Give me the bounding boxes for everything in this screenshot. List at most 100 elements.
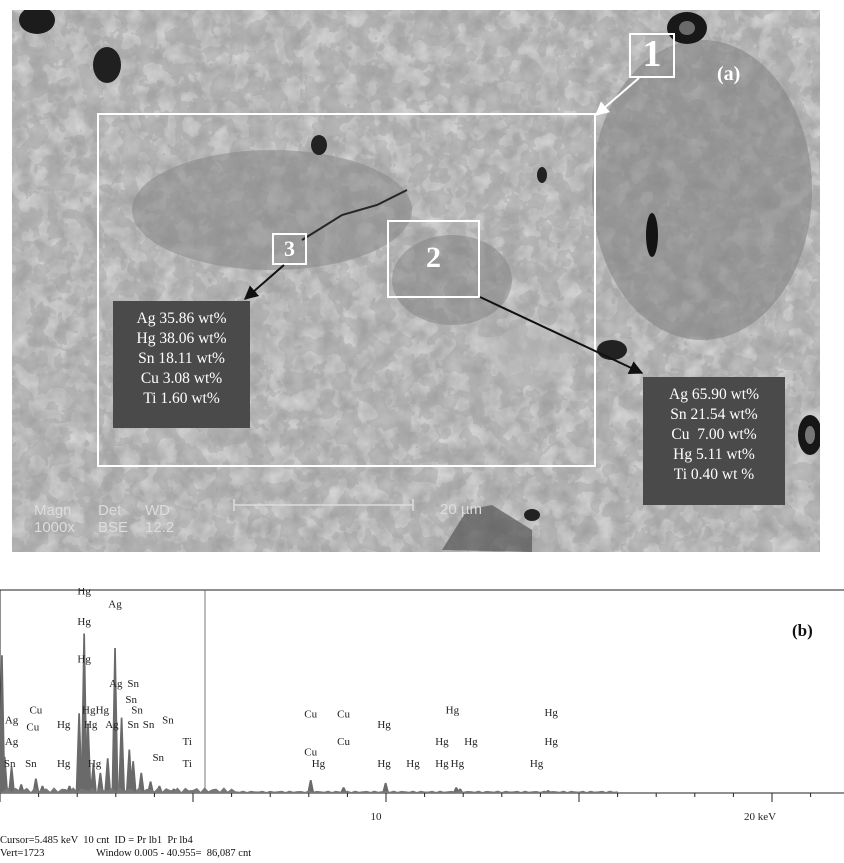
peak-label: Hg <box>544 736 558 748</box>
pore <box>679 21 695 35</box>
peak-label: Sn <box>127 678 139 690</box>
peak-label: Ag <box>108 598 122 610</box>
composition-line: Ag 35.86 wt% <box>136 310 227 327</box>
pore <box>805 426 815 444</box>
wd-label: WD <box>145 502 170 519</box>
peak-label: Hg <box>57 758 71 770</box>
scale-bar <box>233 499 414 511</box>
sem-micrograph: 1 2 3 (a) Ag 35.86 wt% Hg 38.06 wt% Sn 1… <box>12 10 820 552</box>
peak-label: Hg <box>84 719 98 731</box>
composition-box-region-3: Ag 35.86 wt% Hg 38.06 wt% Sn 18.11 wt% C… <box>113 301 250 428</box>
composition-line: Cu 7.00 wt% <box>671 426 757 443</box>
peak-label: Sn <box>131 704 143 716</box>
spectrum-peak <box>75 713 83 793</box>
magn-value: 1000x <box>34 519 75 536</box>
peak-label: Ag <box>5 714 19 726</box>
peak-label: Sn <box>125 694 137 706</box>
window-readout: Window 0.005 - 40.955= 86,087 cnt <box>96 848 252 859</box>
wd-value: 12.2 <box>145 519 175 536</box>
eds-spectrum-panel: Hg Ag Hg Hg Ag Sn Sn Cu Hg Hg Sn Ag Cu Hg Hg Ag Sn Sn Sn Ag… <box>0 588 844 863</box>
peak-label: Hg <box>451 758 465 770</box>
tick-label-20: 20 keV <box>744 811 776 823</box>
peak-label: Ag <box>5 736 19 748</box>
pore <box>311 135 327 155</box>
region-2-label: 2 <box>426 241 441 274</box>
spectrum-peak <box>104 758 112 793</box>
peak-label: Cu <box>304 709 317 721</box>
sem-working-distance: WD 12.2 <box>145 502 174 536</box>
region-2-box <box>387 220 480 298</box>
peak-label: Sn <box>152 752 164 764</box>
panel-b-label: (b) <box>792 621 813 640</box>
sem-detector: Det BSE <box>98 502 128 536</box>
pore <box>537 167 547 183</box>
peak-label: Hg <box>82 704 96 716</box>
crack <box>442 505 532 552</box>
grain-region <box>592 40 812 340</box>
region-large-box <box>97 113 596 467</box>
spectrum-peak <box>118 717 126 793</box>
spectrum-peak <box>89 764 97 793</box>
spectrum-peak <box>382 782 390 793</box>
composition-line: Ti 0.40 wt % <box>673 466 755 483</box>
peak-label: Hg <box>77 588 91 597</box>
peak-label: Hg <box>530 758 544 770</box>
region-3-box <box>272 233 307 265</box>
det-label: Det <box>98 502 122 519</box>
composition-box-region-2: Ag 65.90 wt% Sn 21.54 wt% Cu 7.00 wt% Hg… <box>643 377 785 505</box>
region-1-label: 1 <box>642 33 662 75</box>
grain-region <box>492 325 572 385</box>
peak-label: Ti <box>183 736 192 748</box>
peak-label: Sn <box>4 758 16 770</box>
peak-label: Cu <box>337 709 350 721</box>
scale-bar-label: 20 µm <box>440 501 482 518</box>
pore <box>19 10 55 34</box>
tick-label-10: 10 <box>371 811 383 823</box>
composition-line: Hg 38.06 wt% <box>136 330 227 347</box>
peak-label: Hg <box>464 736 478 748</box>
vert-readout: Vert=1723 <box>0 848 45 859</box>
pore <box>524 509 540 521</box>
spectrum-peak <box>111 648 119 793</box>
cursor-readout: Cursor=5.485 keV 10 cnt ID = Pr lb1 Pr l… <box>0 835 193 846</box>
spectrum-peak <box>1 756 9 793</box>
det-value: BSE <box>98 519 129 536</box>
composition-line: Ti 1.60 wt% <box>143 390 220 407</box>
peak-label: Sn <box>143 719 155 731</box>
peak-label: Hg <box>57 719 71 731</box>
grain-region <box>132 150 412 270</box>
composition-line: Sn 21.54 wt% <box>670 406 758 423</box>
spectrum-peak <box>96 772 104 793</box>
spectrum-peak <box>129 761 137 793</box>
arrow-region-3 <box>243 264 285 300</box>
peak-label: Cu <box>337 736 350 748</box>
peak-label: Hg <box>88 758 102 770</box>
peak-label: Hg <box>77 616 91 628</box>
annotation-arrows <box>243 77 644 374</box>
spectrum-peak <box>307 779 315 793</box>
grain-region <box>392 235 512 325</box>
peak-label: Sn <box>25 758 37 770</box>
peak-label: Hg <box>446 704 460 716</box>
peak-label: Cu <box>26 722 39 734</box>
composition-line: Cu 3.08 wt% <box>140 370 223 387</box>
peak-label: Cu <box>304 746 317 758</box>
composition-line: Ag 65.90 wt% <box>669 386 759 403</box>
spectrum-peak <box>8 766 16 793</box>
peak-label: Hg <box>377 758 391 770</box>
peak-label: Hg <box>435 736 449 748</box>
peak-label: Hg <box>96 704 110 716</box>
peak-label: Hg <box>77 654 91 666</box>
pore <box>93 47 121 83</box>
peak-label: Hg <box>406 758 420 770</box>
arrow-region-1 <box>594 77 640 116</box>
peak-label: Ag <box>109 678 123 690</box>
sem-magnification: Magn 1000x <box>34 502 75 536</box>
spectrum-peak <box>84 723 92 793</box>
composition-line: Hg 5.11 wt% <box>673 446 755 463</box>
crack <box>301 189 408 241</box>
peak-label: Sn <box>162 714 174 726</box>
region-1-box <box>629 33 675 78</box>
magn-label: Magn <box>34 502 72 519</box>
